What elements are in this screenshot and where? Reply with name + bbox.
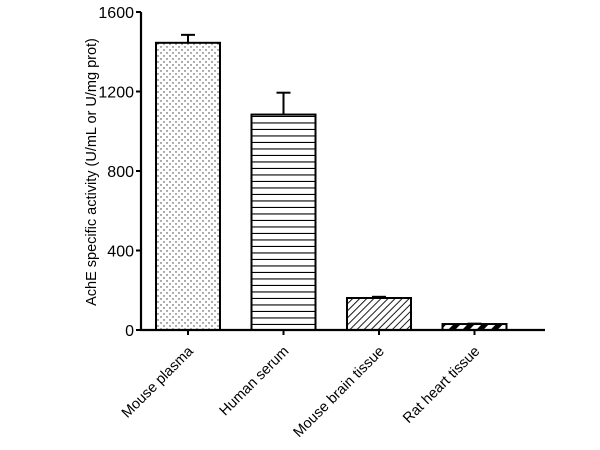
- bar-group: [155, 33, 221, 332]
- y-axis-title: AchE specific activity (U/mL or U/mg pro…: [84, 38, 100, 306]
- x-tick-label: Mouse plasma: [119, 343, 198, 422]
- y-tick-label: 0: [125, 323, 134, 340]
- bar: [346, 297, 412, 332]
- bar-group: [250, 91, 317, 332]
- y-tick-label: 1200: [98, 85, 134, 102]
- bar: [155, 41, 221, 332]
- x-tick-label: Rat heart tissue: [400, 344, 483, 427]
- y-tick-label: 1600: [98, 5, 134, 22]
- x-tick-label: Mouse brain tissue: [290, 344, 387, 441]
- bar-group: [346, 295, 412, 332]
- y-tick-label: 800: [107, 164, 134, 181]
- x-tick-label: Human serum: [217, 344, 293, 420]
- bar: [250, 113, 317, 332]
- y-tick-label: 400: [107, 244, 134, 261]
